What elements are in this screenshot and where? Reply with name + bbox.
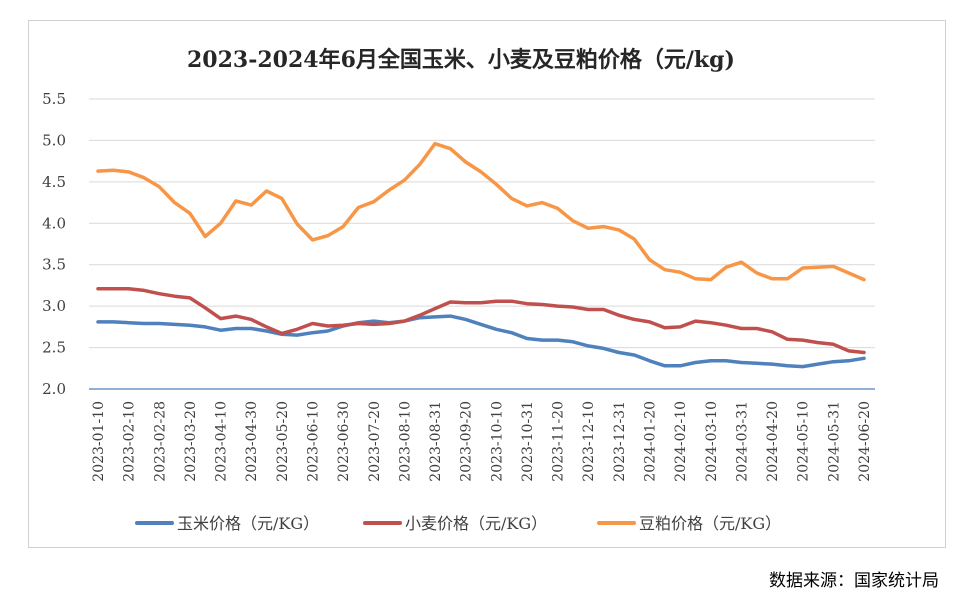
data-source-note: 数据来源：国家统计局 (769, 571, 939, 591)
y-tick-label: 4.0 (42, 214, 66, 232)
x-tick-label: 2023-02-28 (152, 401, 168, 482)
y-tick-label: 5.5 (42, 90, 66, 108)
x-tick-label: 2023-11-20 (551, 401, 567, 482)
series-line-0 (96, 314, 866, 369)
x-tick-label: 2023-03-20 (183, 401, 199, 482)
x-tick-label: 2024-04-20 (765, 401, 781, 482)
y-tick-label: 3.0 (42, 297, 66, 315)
x-tick-label: 2023-08-31 (428, 401, 444, 482)
x-tick-label: 2023-08-10 (397, 401, 413, 482)
y-tick-label: 3.5 (42, 256, 66, 274)
x-tick-label: 2023-10-31 (520, 401, 536, 482)
x-tick-label: 2024-01-20 (643, 401, 659, 482)
x-tick-label: 2023-12-31 (612, 401, 628, 482)
x-tick-label: 2023-06-10 (305, 401, 321, 482)
y-tick-label: 5.0 (42, 131, 66, 149)
x-tick-label: 2023-09-20 (459, 401, 475, 482)
x-tick-label: 2024-03-10 (704, 401, 720, 482)
x-tick-label: 2024-02-10 (673, 401, 689, 482)
y-tick-label: 4.5 (42, 173, 66, 191)
x-tick-label: 2024-05-31 (826, 401, 842, 482)
legend-label: 小麦价格（元/KG） (405, 514, 547, 533)
x-tick-label: 2023-05-20 (275, 401, 291, 482)
x-tick-label: 2024-03-31 (734, 401, 750, 482)
x-tick-label: 2024-06-20 (857, 401, 873, 482)
x-tick-label: 2023-04-10 (214, 401, 230, 482)
y-axis: 2.0 2.5 3.0 3.5 4.0 4.5 5.0 5.5 (42, 90, 66, 398)
gridlines (89, 98, 875, 390)
x-tick-label: 2023-07-20 (367, 401, 383, 482)
chart-title: 2023-2024年6月全国玉米、小麦及豆粕价格（元/kg) (187, 47, 735, 73)
y-tick-label: 2.5 (42, 339, 66, 357)
legend-label: 豆粕价格（元/KG） (639, 514, 781, 533)
x-tick-label: 2023-04-30 (244, 401, 260, 482)
x-axis: 2023-01-10 2023-02-10 2023-02-28 2023-03-20… (91, 401, 873, 482)
y-tick-label: 2.0 (42, 380, 66, 398)
x-tick-label: 2023-10-10 (489, 401, 505, 482)
x-tick-label: 2023-01-10 (91, 401, 107, 482)
series-lines (96, 141, 866, 369)
x-tick-label: 2023-02-10 (122, 401, 138, 482)
series-line-2 (96, 141, 866, 282)
x-tick-label: 2023-12-10 (581, 401, 597, 482)
series-line-1 (96, 286, 866, 355)
legend-label: 玉米价格（元/KG） (177, 514, 319, 533)
x-tick-label: 2023-06-30 (336, 401, 352, 482)
legend: 玉米价格（元/KG） 小麦价格（元/KG） 豆粕价格（元/KG） (135, 514, 781, 533)
chart-frame: 2023-2024年6月全国玉米、小麦及豆粕价格（元/kg) 2.0 2.5 3.0… (28, 20, 946, 548)
x-tick-label: 2024-05-10 (796, 401, 812, 482)
line-chart: 2023-2024年6月全国玉米、小麦及豆粕价格（元/kg) 2.0 2.5 3.0… (42, 47, 875, 533)
